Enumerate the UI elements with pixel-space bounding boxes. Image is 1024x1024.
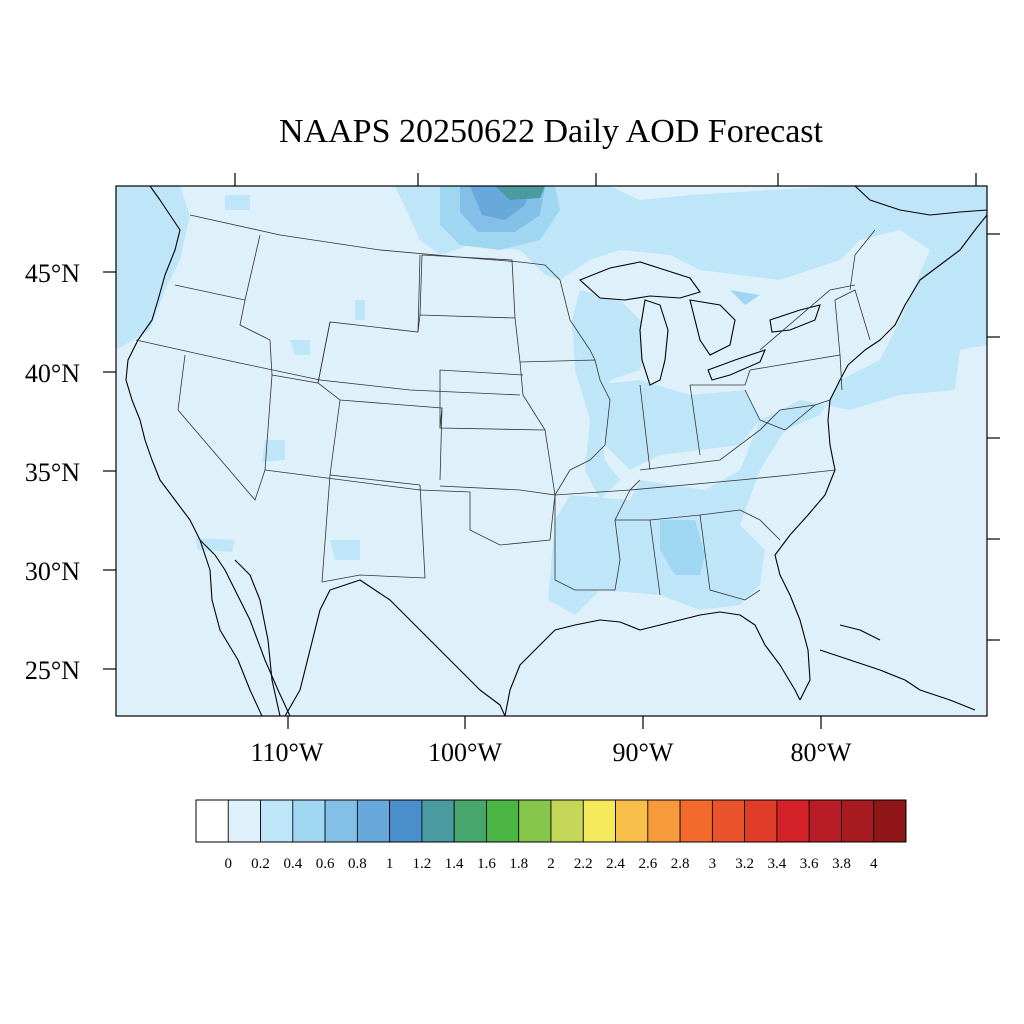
colorbar-tick-label: 3.2 — [735, 856, 754, 872]
colorbar-tick-label: 0.4 — [283, 856, 302, 872]
colorbar-swatch — [518, 799, 552, 843]
aod-colorbar: 0 0.2 0.4 0.6 0.8 1 1.2 1.4 1.6 1.8 2 2.2 2.4 2.6 2.8 3… — [195, 799, 907, 872]
map-frame — [115, 185, 988, 717]
lat-label-25n: 25°N — [25, 656, 80, 685]
colorbar-swatch — [227, 799, 261, 843]
colorbar-swatch — [356, 799, 391, 843]
longitude-labels: 110°W 100°W 90°W 80°W — [251, 738, 852, 767]
colorbar-tick-label: 2.8 — [671, 856, 690, 872]
colorbar-swatch — [453, 799, 487, 843]
colorbar-swatch — [421, 799, 455, 843]
colorbar-swatch — [550, 799, 584, 843]
colorbar-swatch — [808, 799, 842, 843]
lat-label-35n: 35°N — [25, 458, 80, 487]
colorbar-swatch — [324, 799, 358, 843]
colorbar-tick-label: 0.6 — [316, 856, 335, 872]
colorbar-tick-label: 1.2 — [413, 856, 432, 872]
colorbar-swatch — [744, 799, 778, 843]
colorbar-swatch — [292, 799, 326, 843]
colorbar-tick-label: 0.2 — [251, 856, 270, 872]
colorbar-swatch — [260, 799, 294, 843]
latitude-labels: 45°N 40°N 35°N 30°N 25°N — [25, 259, 80, 685]
colorbar-swatch — [841, 799, 875, 843]
colorbar-swatch — [615, 799, 649, 843]
colorbar-swatch — [195, 799, 229, 843]
colorbar-tick-label: 2 — [547, 856, 555, 872]
lon-label-100w: 100°W — [428, 738, 502, 767]
map-ticks — [103, 173, 1000, 729]
colorbar-tick-label: 3 — [709, 856, 717, 872]
colorbar-swatch — [873, 799, 907, 843]
colorbar-swatch — [647, 799, 681, 843]
lon-label-90w: 90°W — [613, 738, 674, 767]
colorbar-tick-label: 2.6 — [638, 856, 657, 872]
lat-label-45n: 45°N — [25, 259, 80, 288]
colorbar-swatch — [486, 799, 520, 843]
colorbar-tick-label: 3.4 — [768, 856, 787, 872]
colorbar-tick-label: 3.8 — [832, 856, 851, 872]
lat-label-40n: 40°N — [25, 359, 80, 388]
state-borders — [135, 214, 876, 601]
colorbar-swatch — [711, 799, 746, 843]
colorbar-swatches — [195, 799, 907, 843]
colorbar-tick-label: 2.4 — [606, 856, 625, 872]
colorbar-tick-label: 1.4 — [445, 856, 464, 872]
colorbar-swatch — [679, 799, 713, 843]
colorbar-swatch — [776, 799, 810, 843]
colorbar-tick-label: 0 — [225, 856, 233, 872]
colorbar-tick-label: 0.8 — [348, 856, 367, 872]
colorbar-frame — [195, 799, 907, 843]
colorbar-swatch — [582, 799, 616, 843]
lat-label-30n: 30°N — [25, 557, 80, 586]
great-lakes — [578, 261, 821, 386]
map-title: NAAPS 20250622 Daily AOD Forecast — [279, 113, 824, 150]
colorbar-swatch — [389, 799, 423, 843]
lon-label-110w: 110°W — [251, 738, 324, 767]
map-panel — [116, 186, 987, 716]
colorbar-tick-label: 1.6 — [477, 856, 496, 872]
colorbar-tick-label: 3.6 — [800, 856, 819, 872]
colorbar-tick-labels: 0 0.2 0.4 0.6 0.8 1 1.2 1.4 1.6 1.8 2 2.2 2.4 2.6 2.8 3… — [225, 856, 878, 872]
aod-smoke-plume — [440, 186, 760, 575]
colorbar-tick-label: 1.8 — [509, 856, 528, 872]
colorbar-tick-label: 1 — [386, 856, 394, 872]
lon-label-80w: 80°W — [791, 738, 852, 767]
colorbar-tick-label: 2.2 — [574, 856, 593, 872]
colorbar-tick-label: 4 — [870, 856, 878, 872]
coastlines — [125, 186, 987, 716]
